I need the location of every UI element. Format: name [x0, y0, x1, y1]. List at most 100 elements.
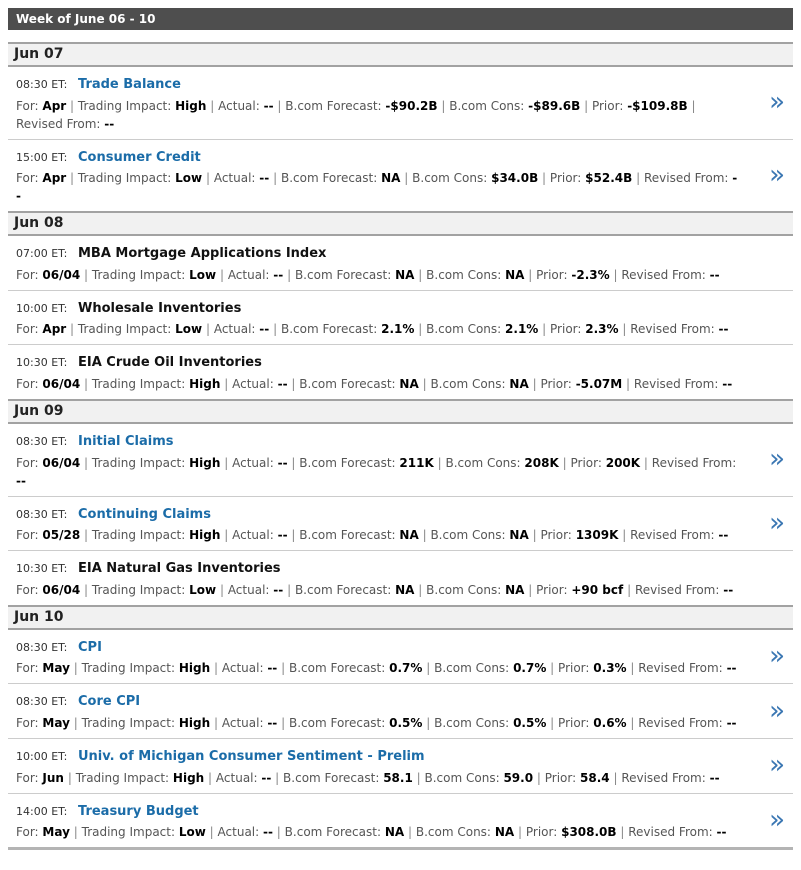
- separator: |: [636, 171, 641, 186]
- prior-value: $308.0B: [561, 825, 617, 840]
- event-title-link[interactable]: Univ. of Michigan Consumer Sentiment - P…: [78, 748, 425, 764]
- separator: |: [536, 770, 541, 785]
- prior-label: Prior:: [570, 455, 602, 470]
- for-value: 06/04: [42, 376, 81, 391]
- for-value: Apr: [42, 171, 67, 186]
- prior-value: -$109.8B: [627, 98, 688, 113]
- impact-value: High: [189, 376, 221, 391]
- event-main: 10:30 ET: EIA Natural Gas Inventories For:…: [16, 556, 785, 599]
- revised-label: Revised From:: [643, 171, 729, 186]
- forecast-label: B.com Forecast:: [294, 267, 392, 282]
- event-title-link[interactable]: Treasury Budget: [78, 803, 199, 819]
- expand-chevron-icon[interactable]: »: [769, 641, 785, 672]
- for-label: For:: [16, 715, 39, 730]
- separator: |: [84, 376, 89, 391]
- separator: |: [84, 455, 89, 470]
- actual-label: Actual:: [227, 582, 270, 597]
- separator: |: [426, 661, 431, 676]
- expand-chevron-icon[interactable]: »: [769, 444, 785, 475]
- separator: |: [418, 322, 423, 337]
- impact-value: Low: [178, 825, 206, 840]
- revised-label: Revised From:: [621, 267, 706, 282]
- separator: |: [210, 98, 215, 113]
- forecast-value: NA: [399, 528, 419, 543]
- event-time: 10:00 ET:: [16, 301, 68, 315]
- actual-value: --: [263, 98, 274, 113]
- expand-chevron-icon[interactable]: »: [769, 750, 785, 781]
- event-time: 10:30 ET:: [16, 562, 68, 576]
- revised-value: --: [718, 528, 729, 543]
- cons-label: B.com Cons:: [412, 171, 488, 186]
- event-title-link[interactable]: Trade Balance: [78, 77, 181, 92]
- cons-label: B.com Cons:: [449, 98, 525, 113]
- event-title-line: 08:30 ET: Continuing Claims: [16, 502, 741, 524]
- event-time: 07:00 ET:: [16, 247, 68, 261]
- week-header: Week of June 06 - 10: [8, 8, 793, 30]
- separator: |: [404, 171, 409, 186]
- for-label: For:: [16, 825, 39, 840]
- actual-label: Actual:: [213, 322, 256, 337]
- expand-chevron-icon[interactable]: »: [769, 159, 785, 190]
- day-header: Jun 09: [8, 398, 793, 424]
- for-label: For:: [16, 322, 39, 337]
- cons-value: NA: [509, 376, 529, 391]
- separator: |: [275, 770, 280, 785]
- revised-value: --: [726, 661, 737, 676]
- separator: |: [205, 322, 210, 337]
- cons-label: B.com Cons:: [445, 455, 521, 470]
- event-main: 08:30 ET: Core CPI For: May | Trading Impa…: [16, 689, 741, 732]
- day-section: Jun 09 08:30 ET: Initial Claims For: 06/04 …: [8, 398, 793, 605]
- event-title-link[interactable]: Continuing Claims: [78, 506, 211, 522]
- event-title-link[interactable]: Core CPI: [78, 694, 141, 710]
- actual-value: --: [267, 661, 278, 676]
- event-row: 08:30 ET: Initial Claims For: 06/04 | Trad…: [8, 423, 793, 497]
- impact-value: High: [178, 715, 211, 730]
- actual-value: --: [277, 376, 288, 391]
- separator: |: [281, 661, 286, 676]
- impact-label: Trading Impact:: [91, 528, 186, 543]
- actual-label: Actual:: [232, 376, 274, 391]
- separator: |: [276, 825, 281, 840]
- for-value: 06/04: [42, 582, 81, 597]
- for-value: 06/04: [42, 267, 81, 282]
- separator: |: [620, 825, 625, 840]
- separator: |: [643, 455, 648, 470]
- impact-label: Trading Impact:: [77, 98, 172, 113]
- impact-label: Trading Impact:: [91, 267, 186, 282]
- revised-label: Revised From:: [630, 528, 715, 543]
- event-title: EIA Natural Gas Inventories: [78, 561, 281, 577]
- expand-chevron-icon[interactable]: »: [769, 695, 785, 726]
- prior-label: Prior:: [536, 267, 568, 282]
- impact-label: Trading Impact:: [91, 376, 186, 391]
- expand-chevron-icon[interactable]: »: [769, 507, 785, 538]
- event-main: 15:00 ET: Consumer Credit For: Apr | Tradi…: [16, 145, 741, 206]
- event-time: 08:30 ET:: [16, 507, 68, 521]
- prior-label: Prior:: [550, 322, 582, 337]
- separator: |: [291, 376, 296, 391]
- day-section: Jun 10 08:30 ET: CPI For: May | Trading Imp…: [8, 604, 793, 848]
- expand-chevron-icon[interactable]: »: [769, 804, 785, 835]
- separator: |: [70, 171, 75, 186]
- event-main: 10:30 ET: EIA Crude Oil Inventories For: 0…: [16, 350, 785, 393]
- cons-value: 2.1%: [505, 322, 539, 337]
- separator: |: [291, 528, 296, 543]
- actual-label: Actual:: [232, 528, 274, 543]
- event-title-link[interactable]: Consumer Credit: [78, 149, 201, 165]
- cons-value: NA: [494, 825, 515, 840]
- separator: |: [626, 376, 631, 391]
- separator: |: [224, 376, 229, 391]
- event-title-link[interactable]: Initial Claims: [78, 433, 174, 449]
- event-title: EIA Crude Oil Inventories: [78, 355, 262, 371]
- prior-value: 200K: [605, 455, 641, 470]
- actual-label: Actual:: [221, 661, 264, 676]
- separator: |: [627, 582, 632, 597]
- separator: |: [517, 825, 523, 840]
- revised-label: Revised From:: [628, 825, 713, 840]
- prior-value: 0.3%: [593, 661, 627, 676]
- expand-chevron-icon[interactable]: »: [769, 87, 785, 118]
- prior-value: 2.3%: [585, 322, 619, 337]
- event-title-link[interactable]: CPI: [78, 639, 102, 655]
- event-title-line: 07:00 ET: MBA Mortgage Applications Index: [16, 241, 785, 263]
- impact-value: High: [175, 98, 207, 113]
- forecast-value: 2.1%: [381, 322, 415, 337]
